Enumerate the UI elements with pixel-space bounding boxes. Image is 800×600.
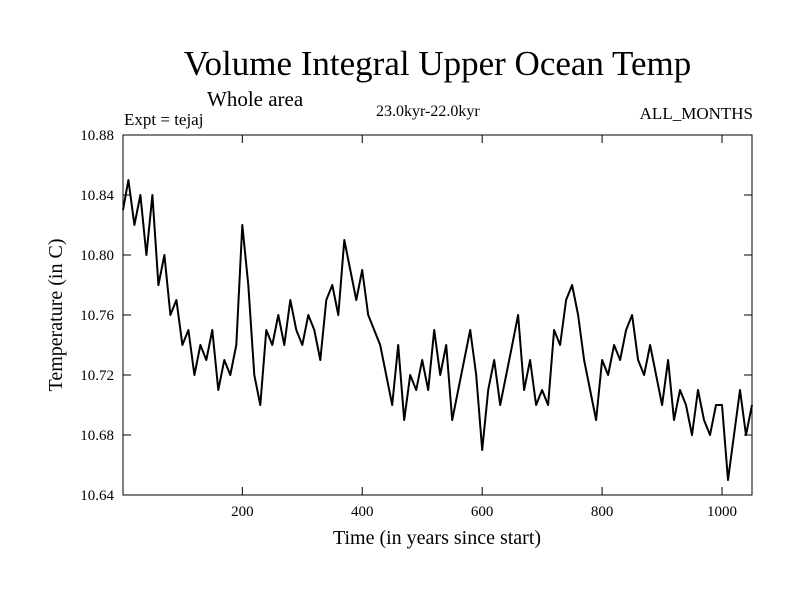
months-label: ALL_MONTHS xyxy=(639,104,753,123)
plot-frame xyxy=(122,134,753,496)
x-tick-label: 600 xyxy=(471,504,494,520)
chart-title: Volume Integral Upper Ocean Temp xyxy=(183,44,692,83)
x-axis-ticks: 200 400 600 800 1000 xyxy=(231,135,737,520)
period-label: 23.0kyr-22.0kyr xyxy=(376,103,480,120)
y-axis-ticks: 10.64 10.68 10.72 10.76 10.80 10.84 10.88 xyxy=(80,128,752,504)
experiment-label: Expt = tejaj xyxy=(124,110,204,129)
series-line xyxy=(122,179,753,481)
x-tick-label: 400 xyxy=(351,504,374,520)
y-tick-label: 10.76 xyxy=(80,308,114,324)
y-tick-label: 10.72 xyxy=(80,368,114,384)
y-axis-label: Temperature (in C) xyxy=(45,239,67,392)
y-tick-label: 10.80 xyxy=(80,248,114,264)
y-tick-label: 10.64 xyxy=(80,488,114,504)
x-tick-label: 200 xyxy=(231,504,254,520)
chart-subtitle: Whole area xyxy=(207,87,304,111)
y-tick-label: 10.68 xyxy=(80,428,114,444)
x-tick-label: 800 xyxy=(591,504,614,520)
x-tick-label: 1000 xyxy=(707,504,737,520)
y-tick-label: 10.84 xyxy=(80,188,114,204)
x-axis-label: Time (in years since start) xyxy=(333,527,541,549)
y-tick-label: 10.88 xyxy=(80,128,114,144)
